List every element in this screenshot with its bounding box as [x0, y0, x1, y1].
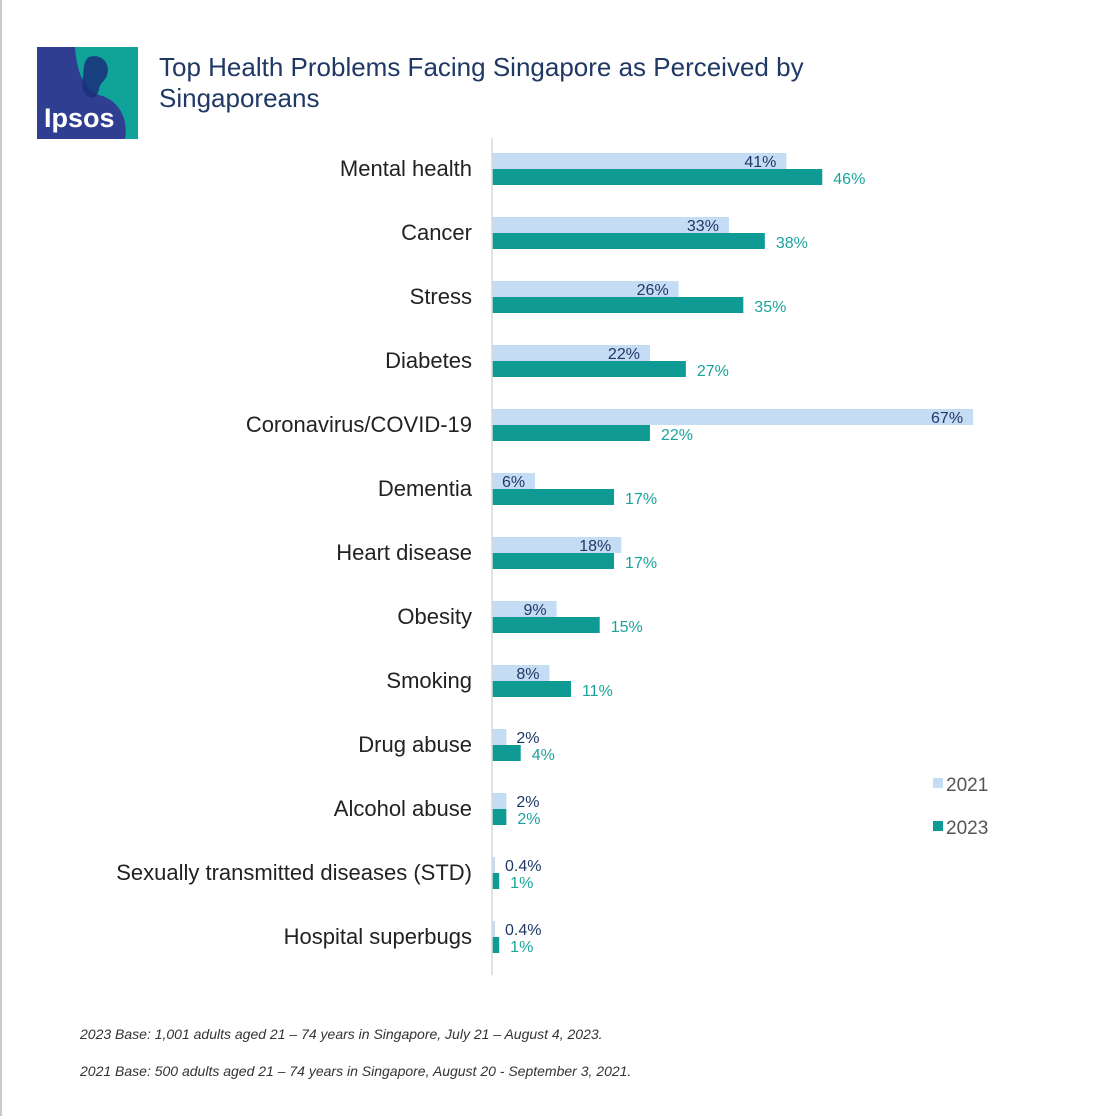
- value-label-2023: 2%: [517, 811, 540, 828]
- category-label: Stress: [410, 284, 472, 309]
- bar-2021: [492, 153, 787, 169]
- value-label-2021: 18%: [579, 538, 611, 555]
- bar-2023: [492, 617, 600, 633]
- category-label: Hospital superbugs: [284, 924, 472, 949]
- category-label: Mental health: [340, 156, 472, 181]
- bar-2021: [492, 665, 550, 681]
- value-label-2023: 15%: [611, 619, 643, 636]
- bar-2023: [492, 297, 744, 313]
- value-label-2021: 9%: [523, 602, 546, 619]
- legend: 2021 2023: [933, 775, 988, 839]
- bar-2021: [492, 281, 679, 297]
- legend-swatch-2021: [933, 778, 943, 788]
- value-label-2021: 6%: [502, 474, 525, 491]
- value-label-2023: 17%: [625, 491, 657, 508]
- bar-2023: [492, 937, 500, 953]
- value-label-2021: 41%: [744, 154, 776, 171]
- legend-label-2023: 2023: [946, 818, 988, 839]
- category-label: Sexually transmitted diseases (STD): [116, 860, 472, 885]
- legend-swatch-2023: [933, 821, 943, 831]
- value-label-2021: 0.4%: [505, 858, 541, 875]
- footnote-2023-base: 2023 Base: 1,001 adults aged 21 – 74 yea…: [80, 1026, 603, 1042]
- value-label-2023: 1%: [510, 939, 533, 956]
- value-label-2023: 1%: [510, 875, 533, 892]
- value-label-2021: 33%: [687, 218, 719, 235]
- value-label-2021: 2%: [516, 794, 539, 811]
- value-label-2023: 38%: [776, 235, 808, 252]
- category-label: Heart disease: [336, 540, 472, 565]
- bar-2021: [492, 473, 536, 489]
- value-label-2023: 35%: [754, 299, 786, 316]
- bar-2021: [492, 409, 974, 425]
- category-label: Cancer: [401, 220, 472, 245]
- bar-2021: [492, 601, 557, 617]
- bar-2021: [492, 857, 495, 873]
- value-label-2023: 22%: [661, 427, 693, 444]
- value-label-2023: 4%: [532, 747, 555, 764]
- category-label: Drug abuse: [358, 732, 472, 757]
- value-label-2021: 0.4%: [505, 922, 541, 939]
- bar-2021: [492, 729, 507, 745]
- category-label: Dementia: [378, 476, 473, 501]
- bar-2021: [492, 793, 507, 809]
- category-label: Smoking: [386, 668, 472, 693]
- legend-label-2021: 2021: [946, 775, 988, 796]
- value-label-2021: 22%: [608, 346, 640, 363]
- value-label-2021: 67%: [931, 410, 963, 427]
- value-label-2023: 46%: [833, 171, 865, 188]
- bar-2023: [492, 553, 615, 569]
- category-label: Obesity: [397, 604, 472, 629]
- value-label-2021: 2%: [516, 730, 539, 747]
- bar-2023: [492, 169, 823, 185]
- bar-2021: [492, 537, 622, 553]
- value-label-2021: 26%: [637, 282, 669, 299]
- category-label: Alcohol abuse: [334, 796, 472, 821]
- category-label: Coronavirus/COVID-19: [246, 412, 472, 437]
- bar-2023: [492, 233, 765, 249]
- bar-2023: [492, 745, 521, 761]
- value-label-2023: 27%: [697, 363, 729, 380]
- bar-2023: [492, 681, 571, 697]
- chart-title: Top Health Problems Facing Singapore as …: [159, 52, 804, 113]
- bar-2021: [492, 217, 729, 233]
- ipsos-logo: Ipsos: [37, 47, 138, 139]
- bar-2023: [492, 873, 500, 889]
- bars-group: Mental health 41% 46% Cancer 33% 38% Stress 26%…: [116, 153, 974, 956]
- value-label-2023: 17%: [625, 555, 657, 572]
- category-label: Diabetes: [385, 348, 472, 373]
- bar-2021: [492, 345, 650, 361]
- logo-text: Ipsos: [44, 103, 115, 133]
- bar-chart: Mental health 41% 46% Cancer 33% 38% Stress 26%…: [116, 138, 988, 975]
- bar-2021: [492, 921, 495, 937]
- footnote-2021-base: 2021 Base: 500 adults aged 21 – 74 years…: [80, 1063, 632, 1079]
- bar-2023: [492, 809, 507, 825]
- bar-2023: [492, 425, 650, 441]
- value-label-2021: 8%: [516, 666, 539, 683]
- value-label-2023: 11%: [582, 683, 613, 700]
- bar-2023: [492, 361, 686, 377]
- bar-2023: [492, 489, 615, 505]
